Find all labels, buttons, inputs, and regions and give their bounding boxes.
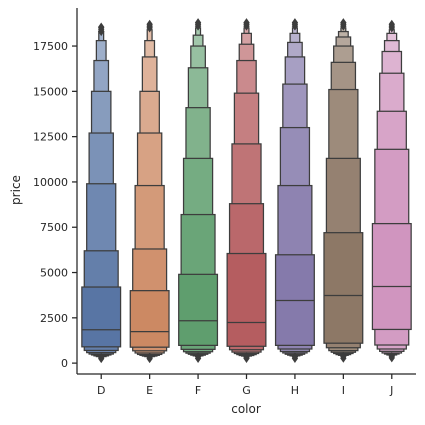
outlier-point-J bbox=[388, 19, 395, 29]
outlier-point-D bbox=[98, 354, 105, 364]
y-tick-label: 10000 bbox=[33, 176, 68, 189]
outlier-point-I bbox=[340, 18, 347, 28]
outlier-point-H bbox=[291, 18, 299, 28]
plot-area bbox=[81, 18, 412, 364]
boxen-box-E-0 bbox=[129, 290, 170, 348]
outlier-point-E bbox=[146, 19, 153, 29]
x-axis-label: color bbox=[231, 402, 261, 416]
y-tick-label: 15000 bbox=[33, 85, 68, 98]
x-tick-label: F bbox=[195, 384, 201, 397]
y-tick-label: 2500 bbox=[40, 312, 68, 325]
y-tick-label: 7500 bbox=[40, 221, 68, 234]
x-tick-label: G bbox=[242, 384, 251, 397]
y-axis-label: price bbox=[9, 175, 23, 205]
y-tick-label: 0 bbox=[61, 357, 68, 370]
boxen-box-G-0 bbox=[226, 252, 267, 347]
boxen-box-F-0 bbox=[178, 273, 219, 346]
boxen-group-I bbox=[323, 18, 364, 363]
outlier-point-E bbox=[146, 354, 153, 364]
y-tick-label: 17500 bbox=[33, 40, 68, 53]
boxen-group-G bbox=[226, 18, 267, 363]
outlier-point-J bbox=[388, 353, 395, 363]
x-axis: D E F G H I J bbox=[77, 373, 416, 397]
x-tick-label: E bbox=[146, 384, 153, 397]
outlier-point-G bbox=[243, 353, 250, 363]
y-axis: 0 2500 5000 7500 10000 12500 15000 17500 bbox=[33, 8, 78, 374]
boxen-group-J bbox=[371, 19, 412, 363]
y-tick-label: 12500 bbox=[33, 131, 68, 144]
boxen-box-D-0 bbox=[81, 286, 122, 348]
x-tick-label: I bbox=[342, 384, 345, 397]
outlier-point-I bbox=[340, 353, 347, 363]
boxen-group-D bbox=[81, 22, 122, 364]
outlier-point-H bbox=[291, 353, 299, 363]
y-tick-label: 5000 bbox=[40, 267, 68, 280]
outlier-point-F bbox=[194, 353, 202, 363]
x-tick-label: H bbox=[291, 384, 299, 397]
boxen-group-H bbox=[274, 18, 315, 363]
boxen-group-F bbox=[178, 18, 219, 363]
outlier-point-D bbox=[98, 22, 105, 32]
outlier-point-G bbox=[243, 18, 250, 28]
boxen-box-J-0 bbox=[371, 222, 412, 331]
outlier-point-F bbox=[194, 18, 202, 28]
boxen-box-I-0 bbox=[323, 232, 364, 344]
boxen-group-E bbox=[129, 19, 170, 364]
x-tick-label: J bbox=[389, 384, 393, 397]
x-tick-label: D bbox=[97, 384, 105, 397]
